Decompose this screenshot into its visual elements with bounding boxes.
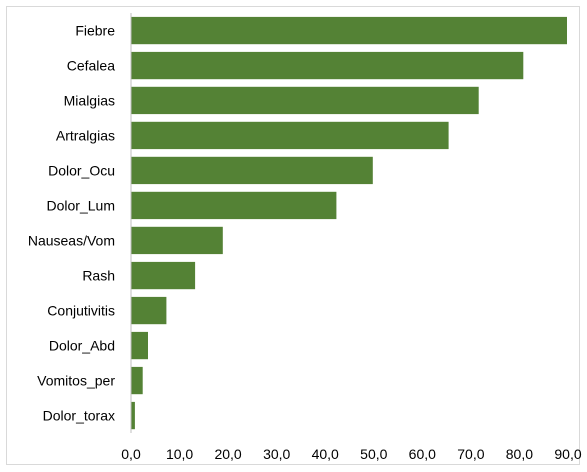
category-label-cefalea: Cefalea — [67, 58, 115, 74]
bar-dolor-ocu — [131, 156, 373, 185]
category-label-dolor-abd: Dolor_Abd — [49, 338, 115, 354]
bar-cefalea — [131, 51, 524, 80]
category-label-nauseas-vom: Nauseas/Vom — [28, 233, 115, 249]
x-tick-label: 90,0 — [554, 446, 581, 462]
bar-dolor-abd — [131, 331, 148, 360]
bar-fiebre — [131, 16, 567, 45]
x-tick-label: 50,0 — [360, 446, 387, 462]
bar-vomitos-per — [131, 366, 143, 395]
bar-nauseas-vom — [131, 226, 223, 255]
category-labels-group: Fiebre Cefalea Mialgias Artralgias Dolor_Ocu… — [28, 23, 116, 424]
category-label-dolor-torax: Dolor_torax — [43, 408, 115, 424]
bar-dolor-lum — [131, 191, 337, 220]
bars-group — [131, 16, 567, 430]
x-tick-label: 20,0 — [214, 446, 241, 462]
x-tick-label: 80,0 — [506, 446, 533, 462]
category-label-mialgias: Mialgias — [64, 93, 115, 109]
category-label-rash: Rash — [82, 268, 115, 284]
bar-dolor-torax — [131, 401, 135, 430]
category-label-vomitos-per: Vomitos_per — [37, 373, 115, 389]
category-label-conjutivitis: Conjutivitis — [47, 303, 115, 319]
category-label-dolor-lum: Dolor_Lum — [47, 198, 115, 214]
chart-frame — [6, 6, 580, 465]
x-tick-label: 30,0 — [263, 446, 290, 462]
x-tick-label: 10,0 — [166, 446, 193, 462]
x-tick-label: 0,0 — [121, 446, 141, 462]
category-label-dolor-ocu: Dolor_Ocu — [48, 163, 115, 179]
x-tick-label: 70,0 — [457, 446, 484, 462]
category-label-artralgias: Artralgias — [56, 128, 115, 144]
x-tick-label: 60,0 — [409, 446, 436, 462]
x-tick-labels-group: 0,0 10,0 20,0 30,0 40,0 50,0 60,0 70,0 80,0 90,0 — [121, 446, 582, 462]
bar-mialgias — [131, 86, 479, 115]
category-label-fiebre: Fiebre — [75, 23, 115, 39]
bar-rash — [131, 261, 196, 290]
x-tick-label: 40,0 — [312, 446, 339, 462]
bar-conjutivitis — [131, 296, 167, 325]
bar-artralgias — [131, 121, 449, 150]
